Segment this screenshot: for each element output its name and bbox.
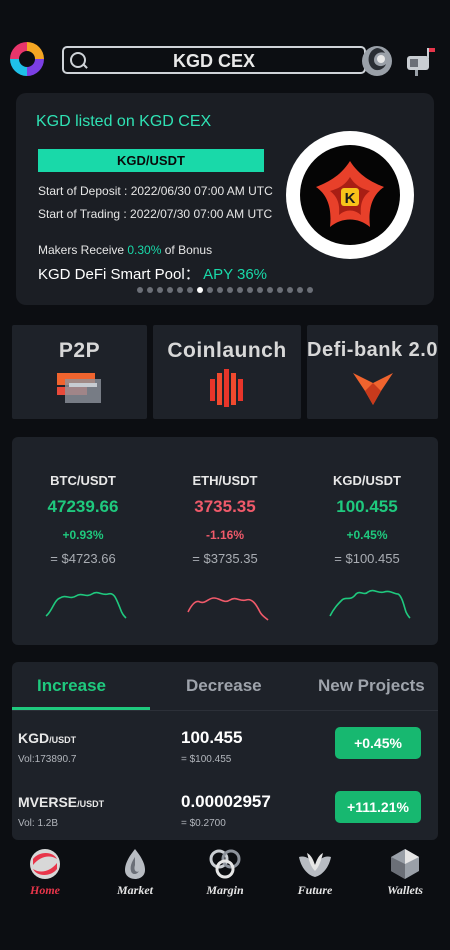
nav-label: Future	[297, 883, 333, 897]
carousel-dot[interactable]	[177, 287, 183, 293]
tab-decrease[interactable]: Decrease	[186, 676, 262, 695]
banner-pair: KGD/USDT	[38, 149, 264, 172]
tab-increase[interactable]: Increase	[37, 676, 106, 695]
svg-text:K: K	[345, 190, 356, 207]
tab-active-indicator	[12, 707, 150, 710]
pair-name: ETH/USDT	[192, 473, 258, 488]
carousel-dot[interactable]	[307, 287, 313, 293]
star-logo-icon: K	[316, 161, 384, 227]
carousel-dot[interactable]	[297, 287, 303, 293]
ranking-list: Increase Decrease New Projects KGD/USDT …	[12, 662, 438, 840]
change-badge[interactable]: +111.21%	[335, 791, 421, 823]
tile-defi-bank[interactable]: Defi-bank 2.0	[307, 325, 438, 419]
nav-market[interactable]: Market	[90, 844, 180, 898]
nav-future[interactable]: Future	[270, 844, 360, 898]
home-icon	[30, 849, 60, 879]
carousel-dot[interactable]	[287, 287, 293, 293]
bottom-nav: Home Market Margin Future Wallets	[0, 844, 450, 950]
market-overview: BTC/USDT 47239.66 +0.93% = $4723.66 ETH/…	[12, 437, 438, 645]
carousel-dot[interactable]	[197, 287, 203, 293]
sparkline-eth	[187, 597, 269, 621]
pair-price: 47239.66	[47, 497, 119, 516]
tab-divider	[12, 710, 438, 711]
carousel-dot[interactable]	[247, 287, 253, 293]
search-text: KGD CEX	[172, 51, 255, 71]
carousel-dot[interactable]	[187, 287, 193, 293]
nav-margin[interactable]: Margin	[180, 844, 270, 898]
change-badge[interactable]: +0.45%	[335, 727, 421, 759]
carousel-dot[interactable]	[237, 287, 243, 293]
margin-icon	[209, 849, 241, 879]
app-logo-icon[interactable]	[10, 42, 44, 76]
row-symbol: KGD/USDT	[18, 730, 77, 746]
carousel-dots[interactable]	[16, 287, 434, 293]
wallets-icon	[391, 849, 419, 879]
carousel-dot[interactable]	[147, 287, 153, 293]
p2p-icon	[56, 373, 101, 403]
swirl-icon[interactable]	[360, 44, 394, 78]
carousel-dot[interactable]	[157, 287, 163, 293]
pair-price: 100.455	[336, 497, 398, 516]
pair-usd: = $3735.35	[192, 551, 258, 566]
search-bar[interactable]: KGD CEX	[62, 46, 366, 74]
pair-name: BTC/USDT	[50, 473, 116, 488]
list-item[interactable]: KGD/USDT Vol:173890.7 100.455 = $100.455…	[12, 726, 438, 788]
pair-change: +0.45%	[346, 528, 388, 542]
sparkline-btc	[45, 591, 127, 619]
defi-bank-icon	[352, 373, 393, 405]
carousel-dot[interactable]	[137, 287, 143, 293]
pair-usd: = $100.455	[334, 551, 400, 566]
row-volume: Vol:173890.7	[18, 754, 77, 765]
smart-pool: KGD DeFi Smart Pool： APY 36%	[38, 266, 267, 283]
row-symbol: MVERSE/USDT	[18, 794, 105, 810]
nav-label: Margin	[206, 883, 244, 897]
deposit-date: Start of Deposit : 2022/06/30 07:00 AM U…	[38, 184, 273, 198]
tile-label: Coinlaunch	[167, 339, 287, 362]
coinlaunch-icon	[210, 369, 243, 407]
pair-change: +0.93%	[62, 528, 104, 542]
pair-usd: = $4723.66	[50, 551, 116, 566]
list-item[interactable]: MVERSE/USDT Vol: 1.2B 0.00002957 = $0.27…	[12, 790, 438, 840]
row-usd: = $100.455	[181, 754, 232, 765]
tile-p2p[interactable]: P2P	[12, 325, 147, 419]
pair-name: KGD/USDT	[333, 473, 401, 488]
tile-label: Defi-bank 2.0	[307, 339, 438, 361]
market-icon	[125, 849, 145, 879]
carousel-dot[interactable]	[217, 287, 223, 293]
tile-coinlaunch[interactable]: Coinlaunch	[153, 325, 301, 419]
row-usd: = $0.2700	[181, 818, 226, 829]
carousel-dot[interactable]	[207, 287, 213, 293]
tab-new-projects[interactable]: New Projects	[318, 676, 425, 695]
nav-label: Market	[117, 883, 153, 897]
promo-banner[interactable]: KGD listed on KGD CEX KGD/USDT Start of …	[16, 93, 434, 305]
nav-label: Wallets	[387, 883, 423, 897]
banner-title: KGD listed on KGD CEX	[36, 113, 212, 130]
makers-bonus: Makers Receive 0.30% of Bonus	[38, 243, 213, 257]
carousel-dot[interactable]	[277, 287, 283, 293]
row-price: 0.00002957	[181, 792, 271, 811]
carousel-dot[interactable]	[227, 287, 233, 293]
pair-change: -1.16%	[205, 528, 245, 542]
nav-wallets[interactable]: Wallets	[360, 844, 450, 898]
tile-label: P2P	[58, 339, 101, 362]
carousel-dot[interactable]	[257, 287, 263, 293]
carousel-dot[interactable]	[267, 287, 273, 293]
mailbox-icon[interactable]	[402, 44, 436, 78]
search-icon	[70, 52, 86, 68]
nav-label: Home	[30, 883, 60, 897]
nav-home[interactable]: Home	[0, 844, 90, 898]
future-icon	[299, 853, 331, 877]
pair-price: 3735.35	[194, 497, 256, 516]
trading-date: Start of Trading : 2022/07/30 07:00 AM U…	[38, 207, 273, 221]
row-price: 100.455	[181, 728, 243, 747]
carousel-dot[interactable]	[167, 287, 173, 293]
sparkline-kgd	[329, 589, 411, 619]
kgd-token-logo: K	[286, 131, 414, 259]
row-volume: Vol: 1.2B	[18, 818, 59, 829]
